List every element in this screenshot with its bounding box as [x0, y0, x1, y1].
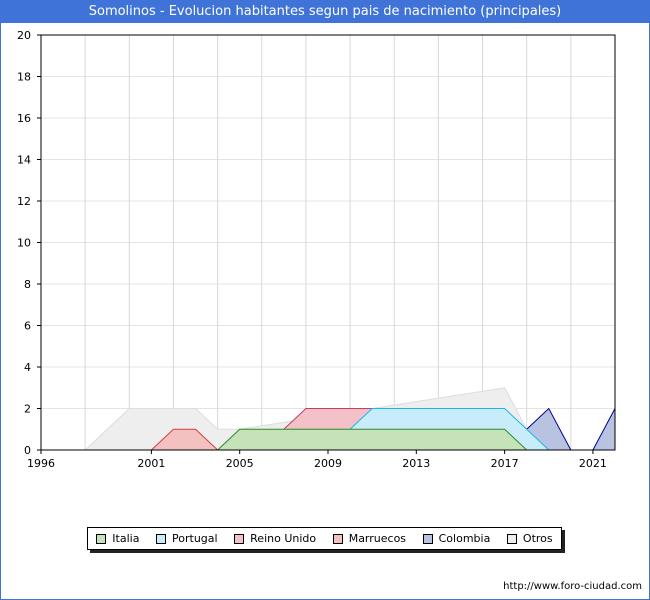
x-tick-label: 2009: [314, 457, 342, 470]
line-reino-unido: [283, 408, 373, 430]
legend-item: Marruecos: [332, 532, 407, 545]
line-marruecos: [151, 428, 218, 451]
legend-swatch: [332, 533, 343, 544]
legend-label: Portugal: [172, 532, 218, 545]
legend-swatch: [506, 533, 517, 544]
x-tick-label: 1996: [27, 457, 55, 470]
chart-title: Somolinos - Evolucion habitantes segun p…: [1, 1, 649, 23]
legend-swatch: [422, 533, 433, 544]
area-italia: [217, 429, 527, 450]
x-tick-label: 2005: [226, 457, 254, 470]
legend-swatch: [96, 533, 107, 544]
y-tick-label: 12: [17, 195, 31, 208]
legend-label: Italia: [112, 532, 140, 545]
y-tick-label: 14: [17, 154, 31, 167]
footer-url: http://www.foro-ciudad.com: [503, 581, 642, 592]
legend-label: Marruecos: [348, 532, 407, 545]
y-tick-label: 6: [24, 320, 31, 333]
x-tick-label: 2021: [579, 457, 607, 470]
legend-label: Colombia: [438, 532, 491, 545]
y-tick-label: 0: [24, 444, 31, 457]
y-tick-label: 8: [24, 278, 31, 291]
legend-item: Reino Unido: [234, 532, 316, 545]
line-otros: [84, 387, 528, 451]
x-tick-label: 2001: [137, 457, 165, 470]
area-colombia: [526, 408, 615, 450]
legend-swatch: [234, 533, 245, 544]
y-tick-label: 18: [17, 71, 31, 84]
legend-item: Italia: [96, 532, 139, 545]
chart-legend: Italia Portugal Reino Unido Marruecos Colomb…: [87, 527, 562, 550]
x-tick-label: 2017: [491, 457, 519, 470]
y-tick-label: 4: [24, 361, 31, 374]
legend-swatch: [156, 533, 167, 544]
x-tick-label: 2013: [402, 457, 430, 470]
line-portugal: [349, 408, 550, 451]
line-italia: [217, 428, 528, 451]
legend-label: Otros: [522, 532, 553, 545]
y-tick-label: 20: [17, 29, 31, 42]
legend-item: Colombia: [422, 532, 491, 545]
y-tick-label: 10: [17, 237, 31, 250]
legend-label: Reino Unido: [250, 532, 317, 545]
y-tick-label: 2: [24, 403, 31, 416]
legend-item: Portugal: [156, 532, 218, 545]
y-tick-label: 16: [17, 112, 31, 125]
legend-item: Otros: [506, 532, 553, 545]
